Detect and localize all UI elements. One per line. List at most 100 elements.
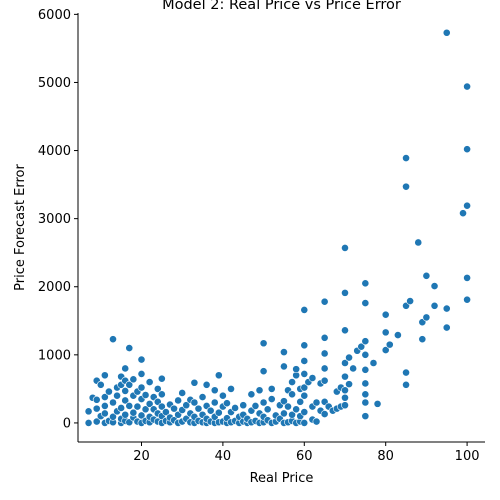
data-point	[126, 402, 133, 409]
data-point	[313, 418, 320, 425]
data-point	[402, 154, 409, 161]
data-point	[431, 282, 438, 289]
y-axis-title: Price Forecast Error	[13, 164, 28, 291]
data-point	[345, 354, 352, 361]
y-tick-label: 1000	[38, 348, 71, 363]
data-point	[268, 396, 275, 403]
data-point	[227, 385, 234, 392]
data-point	[199, 393, 206, 400]
data-point	[297, 398, 304, 405]
x-axis-title: Real Price	[250, 471, 314, 486]
data-point	[463, 146, 470, 153]
data-point	[288, 378, 295, 385]
data-point	[402, 369, 409, 376]
data-point	[341, 289, 348, 296]
x-tick-label: 80	[377, 449, 394, 464]
data-point	[158, 391, 165, 398]
data-point	[443, 324, 450, 331]
data-point	[402, 183, 409, 190]
data-point	[301, 419, 308, 426]
data-point	[260, 368, 267, 375]
data-point	[301, 342, 308, 349]
data-point	[280, 349, 287, 356]
data-point	[109, 399, 116, 406]
data-point	[362, 299, 369, 306]
data-point	[223, 400, 230, 407]
x-tick-label: 40	[215, 449, 232, 464]
data-point	[191, 399, 198, 406]
data-point	[423, 314, 430, 321]
data-point	[463, 202, 470, 209]
data-point	[264, 406, 271, 413]
data-point	[382, 329, 389, 336]
data-point	[211, 387, 218, 394]
data-point	[443, 305, 450, 312]
data-point	[284, 403, 291, 410]
data-point	[248, 391, 255, 398]
data-point	[321, 377, 328, 384]
data-point	[179, 389, 186, 396]
data-point	[313, 399, 320, 406]
data-point	[97, 381, 104, 388]
data-point	[362, 399, 369, 406]
y-tick-label: 4000	[38, 144, 71, 159]
data-point	[463, 274, 470, 281]
data-point	[321, 410, 328, 417]
data-point	[463, 83, 470, 90]
data-point	[321, 350, 328, 357]
data-point	[101, 402, 108, 409]
data-point	[402, 381, 409, 388]
data-point	[122, 387, 129, 394]
data-point	[158, 375, 165, 382]
data-point	[341, 394, 348, 401]
data-point	[126, 344, 133, 351]
data-point	[130, 409, 137, 416]
data-point	[256, 387, 263, 394]
data-point	[362, 351, 369, 358]
data-point	[142, 391, 149, 398]
data-point	[301, 306, 308, 313]
data-point	[93, 396, 100, 403]
data-point	[293, 406, 300, 413]
data-point	[207, 407, 214, 414]
data-point	[215, 409, 222, 416]
data-point	[341, 327, 348, 334]
y-tick-label: 0	[63, 416, 71, 431]
y-tick-label: 5000	[38, 76, 71, 91]
data-point	[101, 372, 108, 379]
data-point	[105, 388, 112, 395]
data-point	[260, 399, 267, 406]
data-point	[122, 365, 129, 372]
data-point	[341, 402, 348, 409]
data-point	[309, 374, 316, 381]
data-point	[386, 341, 393, 348]
data-point	[138, 370, 145, 377]
data-point	[260, 340, 267, 347]
data-point	[203, 381, 210, 388]
data-point	[362, 280, 369, 287]
data-point	[268, 385, 275, 392]
data-point	[130, 376, 137, 383]
x-tick-label: 20	[133, 449, 150, 464]
data-point	[419, 336, 426, 343]
data-point	[109, 336, 116, 343]
data-point	[341, 373, 348, 380]
data-point	[394, 331, 401, 338]
data-point	[101, 410, 108, 417]
data-point	[146, 378, 153, 385]
data-point	[362, 338, 369, 345]
data-point	[215, 372, 222, 379]
data-point	[350, 365, 357, 372]
y-tick-label: 2000	[38, 280, 71, 295]
y-tick-label: 6000	[38, 8, 71, 23]
data-point	[170, 405, 177, 412]
data-point	[370, 359, 377, 366]
data-point	[301, 392, 308, 399]
data-point	[211, 399, 218, 406]
data-point	[118, 404, 125, 411]
data-point	[407, 297, 414, 304]
data-point	[219, 392, 226, 399]
data-point	[341, 244, 348, 251]
data-point	[85, 408, 92, 415]
